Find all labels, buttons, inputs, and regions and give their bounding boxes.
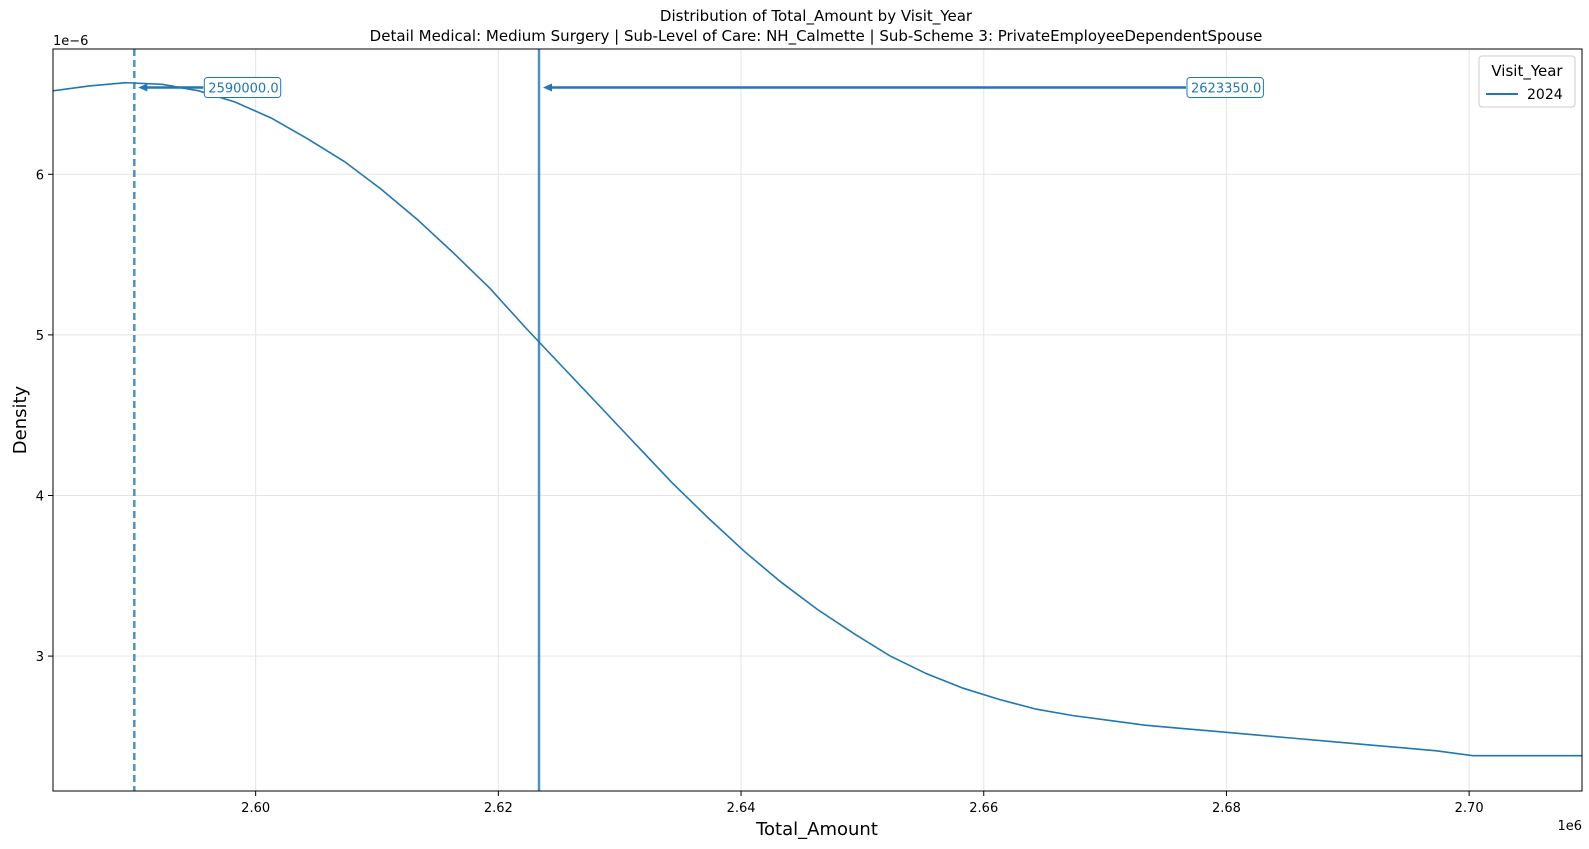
y-axis-label: Density [10, 385, 31, 454]
legend-entry-2024: 2024 [1527, 87, 1563, 103]
chart-subtitle: Detail Medical: Medium Surgery | Sub-Lev… [370, 27, 1263, 46]
x-tick-label: 2.60 [241, 801, 270, 816]
x-axis-label: Total_Amount [755, 819, 878, 840]
x-offset-label: 1e6 [1557, 819, 1582, 834]
y-offset-label: 1e−6 [53, 34, 88, 49]
chart-title: Distribution of Total_Amount by Visit_Ye… [660, 7, 973, 26]
annotation-box [203, 77, 282, 99]
annotation-arrowhead [543, 83, 553, 92]
annotation-box [1186, 77, 1264, 99]
annotation-arrowhead [138, 83, 148, 92]
annotation-label: 2590000.0 [208, 82, 278, 97]
y-tick-label: 4 [36, 489, 44, 504]
x-tick-label: 2.64 [727, 801, 756, 816]
grid [53, 49, 1582, 791]
y-tick-label: 3 [36, 650, 44, 665]
annotation-label: 2623350.0 [1191, 82, 1261, 97]
legend-title: Visit_Year [1491, 62, 1563, 81]
plot-area: 2590000.0 2623350.0 [53, 49, 1582, 791]
legend: Visit_Year 2024 [1478, 55, 1576, 108]
plot-frame [52, 48, 1583, 792]
x-axis-ticks: 2.60 2.62 2.64 2.66 2.68 2.70 [241, 791, 1484, 816]
x-tick-label: 2.66 [969, 801, 998, 816]
y-tick-label: 6 [36, 168, 44, 183]
y-tick-label: 5 [36, 329, 44, 344]
x-tick-label: 2.62 [484, 801, 513, 816]
x-tick-label: 2.68 [1212, 801, 1241, 816]
y-axis-ticks: 3 4 5 6 [36, 168, 53, 665]
series-line-2024 [53, 81, 1582, 757]
x-tick-label: 2.70 [1455, 801, 1484, 816]
